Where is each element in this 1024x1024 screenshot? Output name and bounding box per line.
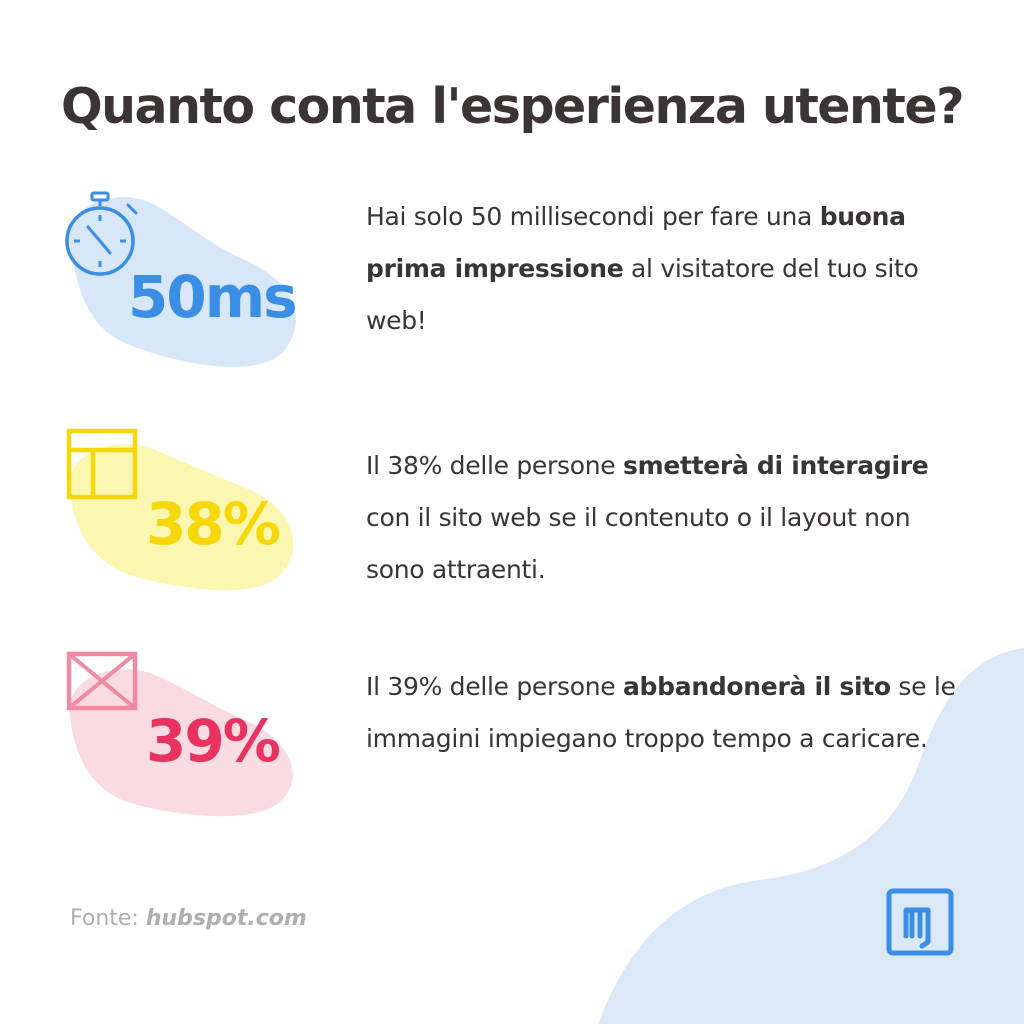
stat-visual: 38% (60, 420, 320, 620)
yellow-blob (69, 444, 294, 591)
stat-value: 38% (146, 490, 281, 558)
broken-image-icon (66, 651, 138, 711)
page-title: Quanto conta l'esperienza utente? (60, 78, 965, 135)
stat-description: Il 38% delle persone smetterà di interag… (366, 451, 929, 584)
layout-icon (66, 428, 138, 500)
source-label: Fonte: (70, 906, 139, 931)
source-link[interactable]: hubspot.com (145, 906, 307, 931)
stopwatch-icon (65, 191, 138, 276)
source-credit: Fonte: hubspot.com (70, 906, 307, 931)
stat-visual: 39% (60, 645, 320, 845)
stat-value: 50ms (128, 263, 298, 331)
stat-description: Il 39% delle persone abbandonerà il sito… (366, 672, 956, 753)
stat-description: Hai solo 50 millisecondi per fare una bu… (366, 202, 919, 335)
stat-visual: 50ms (60, 185, 320, 385)
stat-row-38: 38% Il 38% delle persone smetterà di int… (0, 420, 1024, 620)
stat-row-39: 39% Il 39% delle persone abbandonerà il … (0, 645, 1024, 845)
stat-value: 39% (146, 707, 281, 775)
stat-row-50ms: 50ms Hai solo 50 millisecondi per fare u… (0, 185, 1024, 385)
brand-logo-icon (886, 888, 954, 956)
